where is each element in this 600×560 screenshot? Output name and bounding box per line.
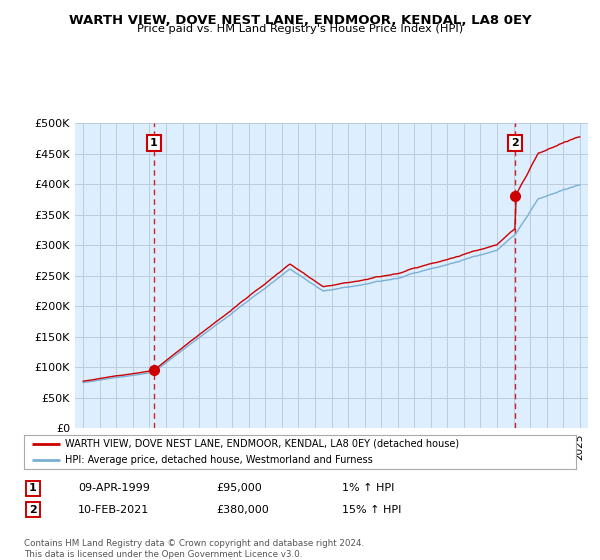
Text: WARTH VIEW, DOVE NEST LANE, ENDMOOR, KENDAL, LA8 0EY: WARTH VIEW, DOVE NEST LANE, ENDMOOR, KEN… [68, 14, 532, 27]
Text: £380,000: £380,000 [216, 505, 269, 515]
Text: 09-APR-1999: 09-APR-1999 [78, 483, 150, 493]
Text: £95,000: £95,000 [216, 483, 262, 493]
Text: 1: 1 [150, 138, 158, 148]
Text: 1: 1 [29, 483, 37, 493]
Text: Contains HM Land Registry data © Crown copyright and database right 2024.
This d: Contains HM Land Registry data © Crown c… [24, 539, 364, 559]
Text: 2: 2 [29, 505, 37, 515]
Text: HPI: Average price, detached house, Westmorland and Furness: HPI: Average price, detached house, West… [65, 455, 373, 465]
Text: Price paid vs. HM Land Registry's House Price Index (HPI): Price paid vs. HM Land Registry's House … [137, 24, 463, 34]
Text: 1% ↑ HPI: 1% ↑ HPI [342, 483, 394, 493]
Text: 10-FEB-2021: 10-FEB-2021 [78, 505, 149, 515]
Text: WARTH VIEW, DOVE NEST LANE, ENDMOOR, KENDAL, LA8 0EY (detached house): WARTH VIEW, DOVE NEST LANE, ENDMOOR, KEN… [65, 439, 460, 449]
Text: 2: 2 [511, 138, 519, 148]
Text: 15% ↑ HPI: 15% ↑ HPI [342, 505, 401, 515]
